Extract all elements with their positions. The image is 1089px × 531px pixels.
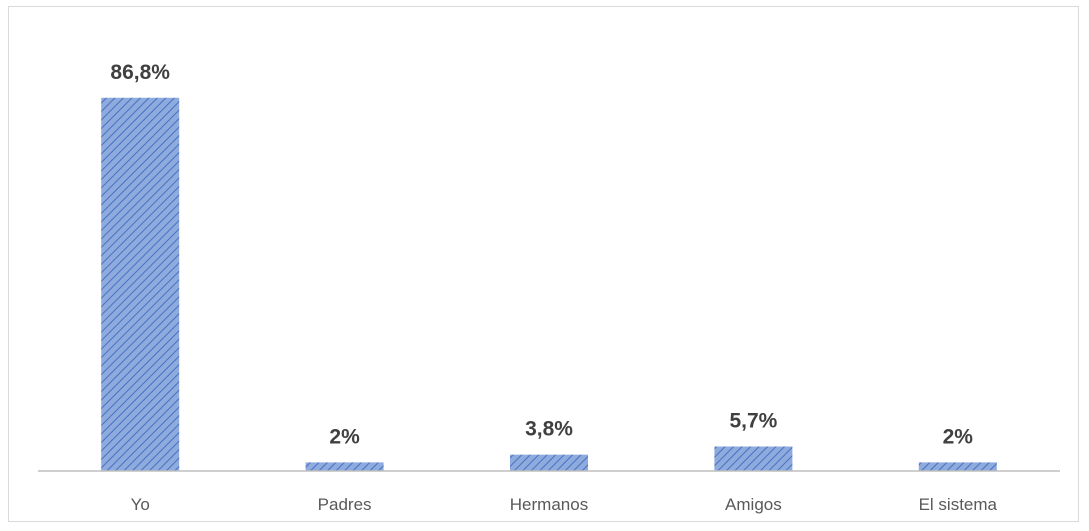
bars-layer	[101, 97, 997, 471]
data-label-el-sistema: 2%	[943, 425, 974, 448]
labels-layer: 86,8% 2% 3,8% 5,7% 2%	[110, 61, 973, 449]
x-tick-label-hermanos: Hermanos	[510, 495, 588, 514]
data-label-hermanos: 3,8%	[525, 418, 573, 441]
bar-el-sistema	[918, 462, 997, 471]
bar-amigos	[714, 446, 793, 471]
x-tick-label-el-sistema: El sistema	[919, 495, 998, 514]
bar-padres	[305, 462, 384, 471]
x-tick-label-amigos: Amigos	[725, 495, 782, 514]
bar-hermanos	[510, 454, 588, 471]
chart-frame	[8, 6, 1079, 522]
data-label-amigos: 5,7%	[729, 409, 777, 432]
x-tick-labels: Yo Padres Hermanos Amigos El sistema	[131, 495, 998, 514]
bar-yo	[101, 97, 180, 471]
x-tick-label-padres: Padres	[318, 495, 372, 514]
data-label-yo: 86,8%	[110, 61, 170, 84]
data-label-padres: 2%	[329, 425, 360, 448]
x-tick-label-yo: Yo	[131, 495, 150, 514]
